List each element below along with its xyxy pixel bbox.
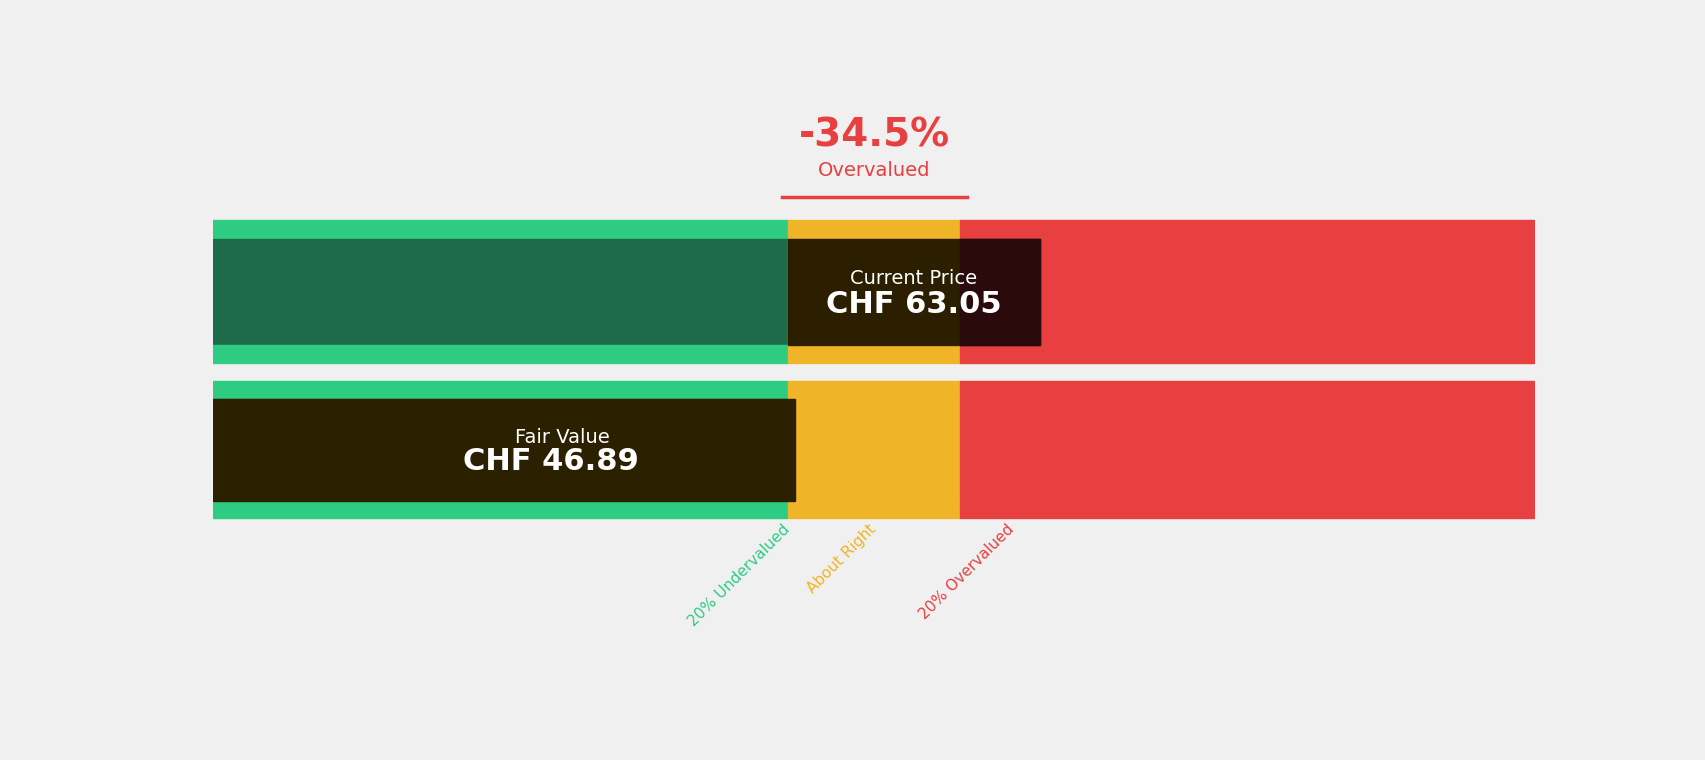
- Bar: [213, 399, 788, 501]
- Text: Current Price: Current Price: [849, 269, 977, 288]
- Text: CHF 46.89: CHF 46.89: [462, 448, 638, 477]
- Bar: [960, 345, 1534, 363]
- Bar: [788, 239, 1038, 345]
- Bar: [213, 220, 788, 239]
- Bar: [960, 239, 1038, 345]
- Bar: [960, 381, 1534, 399]
- Bar: [788, 399, 960, 501]
- Bar: [788, 381, 960, 399]
- Bar: [213, 381, 788, 399]
- Text: Fair Value: Fair Value: [515, 428, 609, 447]
- Bar: [960, 239, 1534, 345]
- Bar: [960, 501, 1534, 518]
- Bar: [960, 220, 1534, 239]
- Text: 20% Overvalued: 20% Overvalued: [916, 521, 1016, 622]
- Bar: [788, 345, 960, 363]
- Bar: [213, 501, 788, 518]
- Bar: [213, 345, 788, 363]
- Text: About Right: About Right: [803, 521, 878, 596]
- Text: 20% Undervalued: 20% Undervalued: [685, 521, 791, 629]
- Text: Overvalued: Overvalued: [818, 160, 929, 179]
- Bar: [213, 399, 795, 501]
- Bar: [960, 399, 1534, 501]
- Text: CHF 63.05: CHF 63.05: [825, 290, 1001, 319]
- Bar: [788, 220, 960, 239]
- Bar: [213, 239, 788, 345]
- Bar: [788, 501, 960, 518]
- Text: -34.5%: -34.5%: [798, 116, 950, 154]
- Bar: [788, 239, 960, 345]
